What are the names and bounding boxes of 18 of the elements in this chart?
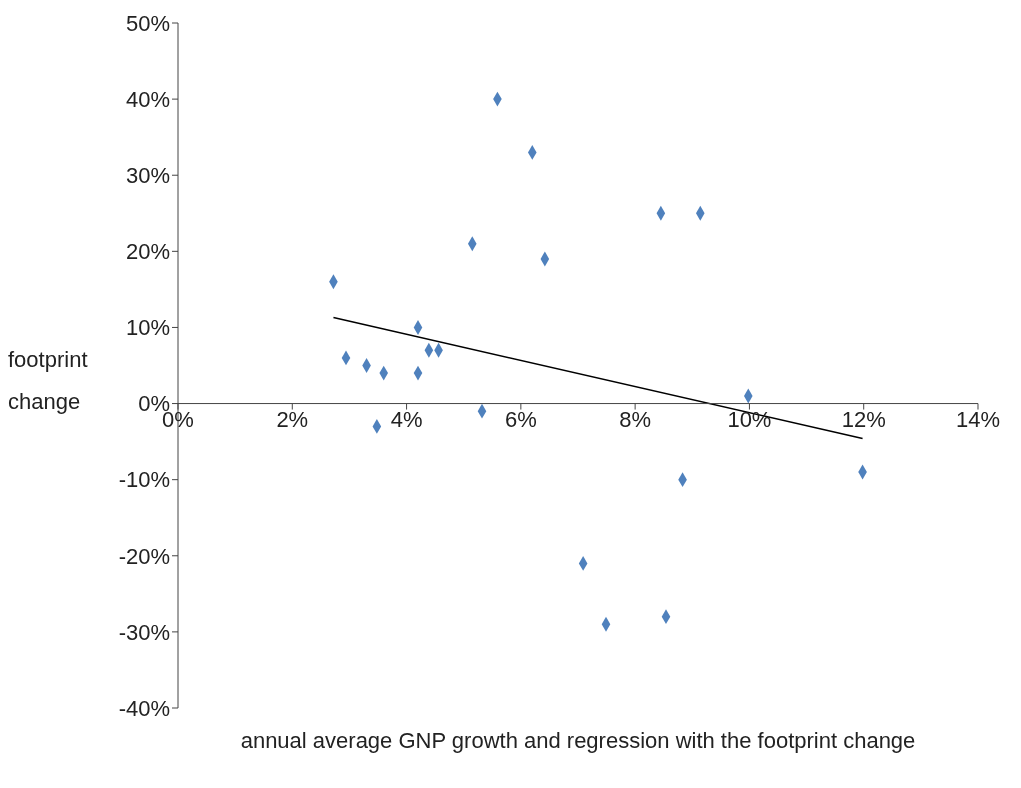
x-tick-label: 4% <box>390 407 423 433</box>
x-axis-title: annual average GNP growth and regression with the footprint change <box>239 728 917 754</box>
y-tick-label: 40% <box>125 86 170 112</box>
y-tick-label: -30% <box>118 619 170 645</box>
x-tick-label: 14% <box>955 407 1000 433</box>
x-tick-label: 10% <box>727 407 772 433</box>
x-tick-label: 8% <box>619 407 652 433</box>
y-tick-label: 50% <box>125 10 170 36</box>
y-tick-label: -10% <box>118 467 170 493</box>
y-tick-label: -40% <box>118 695 170 721</box>
x-tick-label: 12% <box>841 407 886 433</box>
y-tick-label: 30% <box>125 163 170 189</box>
x-tick-label: 2% <box>276 407 309 433</box>
y-tick-label: -20% <box>118 543 170 569</box>
x-tick-label: 6% <box>504 407 537 433</box>
y-tick-label: 10% <box>125 315 170 341</box>
y-axis-title: footprint change <box>8 345 89 416</box>
y-tick-label: 20% <box>125 239 170 265</box>
